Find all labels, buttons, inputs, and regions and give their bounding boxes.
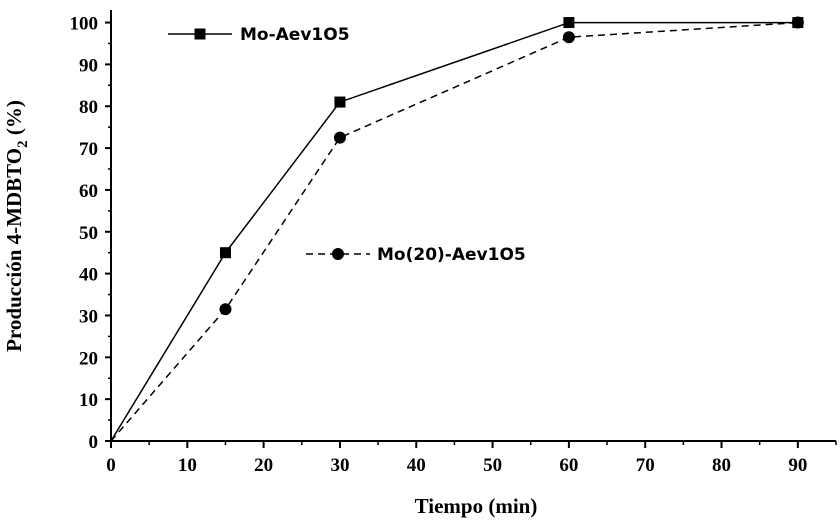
- y-tick-label: 10: [79, 390, 98, 411]
- data-point-square: [334, 96, 346, 108]
- data-point-square: [219, 247, 231, 259]
- x-tick-label: 50: [483, 455, 502, 476]
- x-tick-label: 90: [788, 455, 807, 476]
- x-tick-label: 60: [559, 455, 578, 476]
- y-tick-label: 50: [79, 223, 98, 244]
- legend-label-mo-aev1o5: Mo-Aev1O5: [240, 25, 350, 45]
- x-axis-title: Tiempo (min): [415, 494, 538, 518]
- y-tick-label: 30: [79, 306, 98, 327]
- y-axis-title: Producción 4-MDBTO2 (%): [2, 100, 31, 352]
- y-tick-label: 90: [79, 55, 98, 76]
- legend-entry-mo-aev1o5: Mo-Aev1O5: [168, 25, 350, 45]
- y-axis-title-subscript: 2: [15, 140, 31, 148]
- data-point-circle: [219, 303, 232, 316]
- x-tick-label: 10: [178, 455, 197, 476]
- y-axis-title-main: Producción 4-MDBTO: [2, 148, 26, 352]
- data-point-square: [563, 17, 575, 29]
- y-tick-label: 80: [79, 97, 98, 118]
- data-point-circle: [562, 31, 575, 44]
- y-tick-label: 100: [70, 14, 99, 35]
- y-tick-label: 60: [79, 181, 98, 202]
- axes: 0 10 20 30 40 50 60 70 80 90 100 0 10 20 30 40 50 60 70 80…: [70, 10, 837, 476]
- data-point-circle: [791, 16, 804, 29]
- y-tick-label: 40: [79, 265, 98, 286]
- y-tick-label: 0: [89, 432, 99, 453]
- y-tick-label: 20: [79, 348, 98, 369]
- legend-entry-mo20-aev1o5: Mo(20)-Aev1O5: [306, 245, 526, 265]
- x-tick-label: 40: [407, 455, 426, 476]
- y-ticks: 0 10 20 30 40 50 60 70 80 90 100: [70, 14, 111, 453]
- y-axis-title-suffix: (%): [2, 100, 26, 140]
- legend-label-mo20-aev1o5: Mo(20)-Aev1O5: [377, 245, 526, 265]
- series-mo20-aev1o5: [110, 16, 804, 442]
- series-layer: [110, 16, 804, 442]
- series-mo-aev1o5: [110, 17, 804, 442]
- x-ticks: 0 10 20 30 40 50 60 70 80 90: [106, 441, 837, 476]
- x-tick-label: 80: [712, 455, 731, 476]
- data-point-circle: [333, 131, 346, 144]
- x-tick-label: 70: [636, 455, 655, 476]
- series-line: [110, 21, 798, 442]
- x-tick-label: 30: [330, 455, 349, 476]
- y-tick-label: 70: [79, 139, 98, 160]
- legend-marker-square: [194, 28, 206, 40]
- x-tick-label: 20: [254, 455, 273, 476]
- x-tick-label: 0: [106, 455, 116, 476]
- legend-marker-circle: [332, 248, 344, 260]
- series-line: [110, 21, 798, 442]
- legend: Mo-Aev1O5 Mo(20)-Aev1O5: [168, 25, 526, 265]
